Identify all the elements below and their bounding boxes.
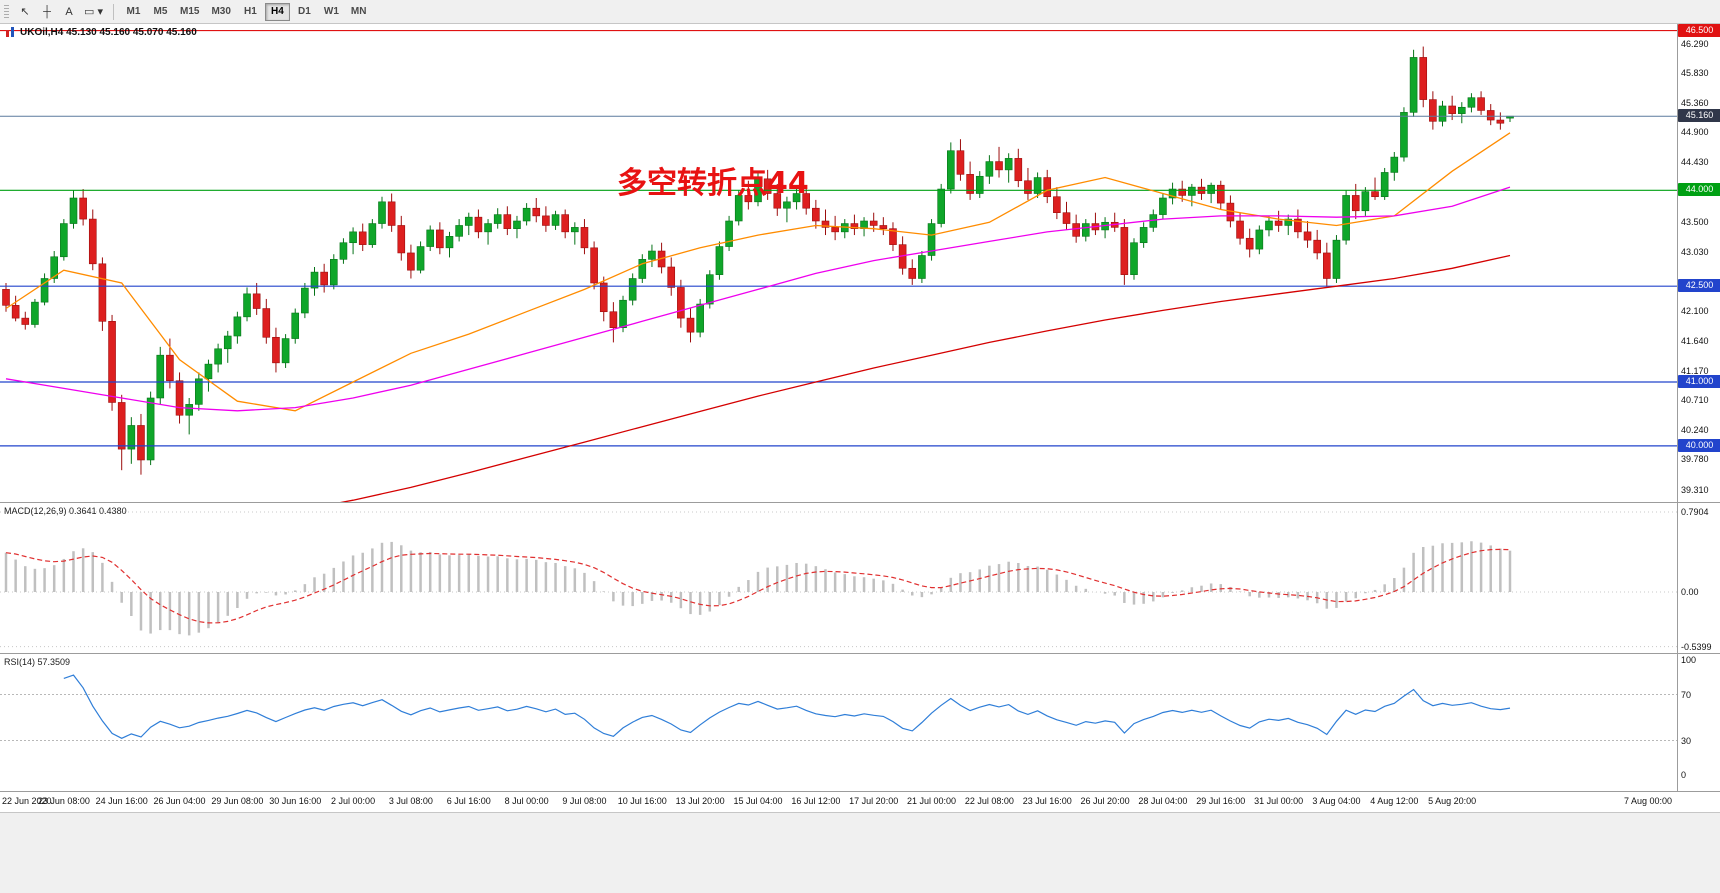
drawing-tools: ↖ ┼ A ▭ ▾ (14, 2, 107, 22)
macd-scale-label: -0.5399 (1681, 641, 1712, 652)
time-axis-label: 16 Jul 12:00 (791, 796, 841, 806)
time-axis-label: 26 Jul 20:00 (1080, 796, 1130, 806)
time-axis-label: 17 Jul 20:00 (849, 796, 899, 806)
price-tick-label: 44.430 (1681, 157, 1709, 168)
symbol-info: UKOil,H4 45.130 45.160 45.070 45.160 (5, 27, 197, 38)
time-axis-label: 3 Aug 04:00 (1312, 796, 1361, 806)
rsi-canvas[interactable] (0, 654, 1677, 791)
time-axis-label: 30 Jun 16:00 (269, 796, 322, 806)
price-tick-label: 41.170 (1681, 365, 1709, 376)
rsi-scale-label: 30 (1681, 735, 1692, 746)
chart-annotation-text[interactable]: 多空转折点44 (617, 166, 809, 201)
price-level-badge: 40.000 (1678, 438, 1720, 452)
time-axis-label: 29 Jul 16:00 (1196, 796, 1246, 806)
time-axis-label: 8 Jul 00:00 (504, 796, 549, 806)
time-axis-label: 29 Jun 08:00 (211, 796, 264, 806)
time-axis-label: 15 Jul 04:00 (733, 796, 783, 806)
time-axis-label: 26 Jun 04:00 (153, 796, 206, 806)
time-axis-label: 22 Jun 2020 (2, 796, 52, 806)
time-axis-label: 10 Jul 16:00 (617, 796, 667, 806)
macd-canvas[interactable] (0, 503, 1677, 653)
timeframe-button-h4[interactable]: H4 (264, 2, 290, 21)
text-tool-icon[interactable]: A (58, 2, 80, 22)
time-axis-label: 28 Jul 04:00 (1138, 796, 1188, 806)
price-level-badge: 42.500 (1678, 279, 1720, 293)
price-tick-label: 43.500 (1681, 216, 1709, 227)
timeframe-bar: M1 M5 M15 M30 H1 H4 D1 W1 MN (120, 2, 372, 21)
toolbar-separator (112, 3, 114, 20)
price-tick-label: 39.310 (1681, 484, 1709, 495)
time-axis-label: 6 Jul 16:00 (446, 796, 491, 806)
price-tick-label: 46.290 (1681, 38, 1709, 49)
time-axis-label: 13 Jul 20:00 (675, 796, 725, 806)
main-chart-pane[interactable]: UKOil,H4 45.130 45.160 45.070 45.160 多空转… (0, 24, 1677, 502)
time-axis-label: 7 Aug 00:00 (1623, 796, 1673, 806)
charts-toolbar: ↖ ┼ A ▭ ▾ M1 M5 M15 M30 H1 H4 D1 W1 MN (0, 0, 1720, 24)
time-axis-label: 21 Jul 00:00 (907, 796, 957, 806)
price-level-badge: 44.000 (1678, 183, 1720, 197)
macd-scale-label: 0.7904 (1681, 507, 1709, 517)
price-tick-label: 45.830 (1681, 67, 1709, 78)
time-axis-label: 24 Jun 16:00 (95, 796, 148, 806)
cursor-tool-icon[interactable]: ↖ (14, 2, 36, 22)
timeframe-button-h1[interactable]: H1 (238, 3, 263, 21)
time-axis-label: 2 Jul 00:00 (331, 796, 376, 806)
price-tick-label: 42.100 (1681, 306, 1709, 317)
timeframe-button-w1[interactable]: W1 (319, 3, 344, 21)
chart-icon (5, 27, 16, 38)
macd-scale-label: 0.00 (1681, 587, 1699, 597)
price-tick-label: 43.030 (1681, 246, 1709, 257)
toolbar-grip[interactable] (4, 4, 9, 19)
price-tick-label: 45.360 (1681, 97, 1709, 108)
timeframe-button-mn[interactable]: MN (346, 3, 372, 21)
price-tick-label: 44.900 (1681, 127, 1709, 138)
price-tick-label: 40.710 (1681, 395, 1709, 406)
time-axis-label: 23 Jun 08:00 (37, 796, 90, 806)
price-level-badge: 46.500 (1678, 23, 1720, 37)
symbol-ohlc-text: UKOil,H4 45.130 45.160 45.070 45.160 (20, 27, 197, 38)
window-bottom-area (0, 812, 1720, 893)
time-axis-label: 31 Jul 00:00 (1254, 796, 1304, 806)
price-tick-label: 39.780 (1681, 454, 1709, 465)
time-axis-label: 9 Jul 08:00 (562, 796, 607, 806)
rsi-label: RSI(14) 57.3509 (4, 657, 71, 667)
timeframe-button-m15[interactable]: M15 (175, 3, 204, 21)
price-level-badge: 41.000 (1678, 375, 1720, 388)
rsi-scale-label: 0 (1681, 770, 1687, 780)
current-price-badge: 45.160 (1678, 109, 1720, 123)
price-tick-label: 41.640 (1681, 335, 1709, 346)
price-scale[interactable]: 46.290 45.830 45.360 44.900 44.430 43.500 43.0… (1677, 23, 1720, 792)
rsi-scale-label: 70 (1681, 689, 1692, 700)
time-axis-label: 4 Aug 12:00 (1370, 796, 1419, 806)
timeframe-button-d1[interactable]: D1 (292, 3, 317, 21)
time-axis-label: 5 Aug 20:00 (1428, 796, 1477, 806)
price-tick-label: 40.240 (1681, 425, 1709, 436)
axis-splitter[interactable] (0, 791, 1720, 792)
time-axis-label: 22 Jul 08:00 (964, 796, 1014, 806)
time-axis[interactable]: 22 Jun 2020 23 Jun 08:00 24 Jun 16:00 26 Ju… (0, 792, 1677, 812)
macd-label: MACD(12,26,9) 0.3641 0.4380 (4, 506, 127, 516)
macd-panel[interactable]: MACD(12,26,9) 0.3641 0.4380 (0, 503, 1677, 653)
time-axis-label: 23 Jul 16:00 (1022, 796, 1072, 806)
timeframe-button-m30[interactable]: M30 (206, 3, 235, 21)
shapes-tool-icon[interactable]: ▭ ▾ (80, 2, 107, 22)
rsi-panel[interactable]: RSI(14) 57.3509 (0, 654, 1677, 791)
pane-splitter[interactable] (0, 502, 1720, 503)
pane-splitter[interactable] (0, 653, 1720, 654)
price-chart-canvas[interactable] (0, 24, 1677, 502)
timeframe-button-m5[interactable]: M5 (148, 3, 173, 21)
timeframe-button-m1[interactable]: M1 (121, 3, 146, 21)
crosshair-tool-icon[interactable]: ┼ (36, 2, 58, 22)
rsi-scale-label: 100 (1681, 655, 1697, 665)
time-axis-label: 3 Jul 08:00 (388, 796, 433, 806)
